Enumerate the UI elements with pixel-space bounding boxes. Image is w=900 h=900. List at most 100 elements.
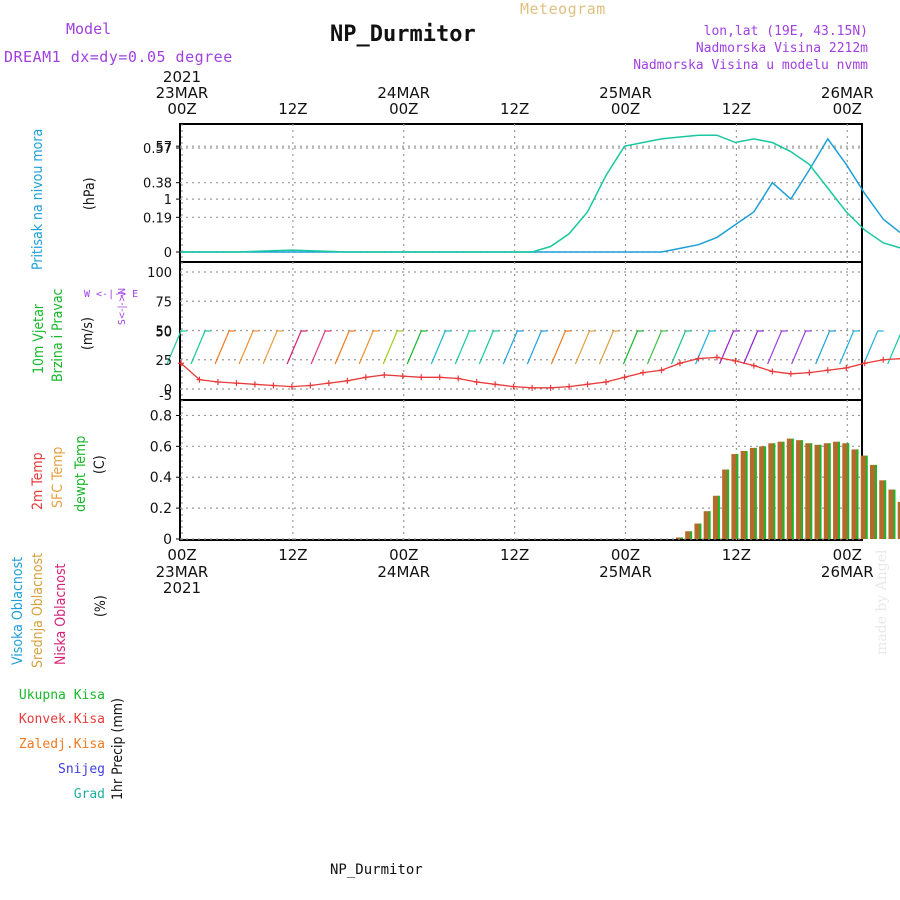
wind-barb	[286, 330, 302, 365]
precip-bar-inner	[875, 464, 877, 539]
precip-bar	[759, 446, 766, 539]
temp-marker	[214, 378, 221, 385]
precip-bar-inner	[893, 489, 896, 539]
footer-title: NP_Durmitor	[330, 862, 423, 878]
top-time-tick: 00Z	[167, 100, 196, 118]
bottom-date-tick: 24MAR	[377, 563, 430, 581]
wind-barb	[815, 330, 831, 365]
pressure-series-1	[181, 134, 900, 253]
wind-barb	[406, 330, 422, 365]
precip-bar	[833, 441, 840, 539]
wind-barb	[358, 330, 374, 365]
model-altitude-label: Nadmorska Visina u modelu nvmm	[633, 58, 868, 73]
precip-hail-label: Grad	[73, 787, 105, 802]
temp-marker	[455, 375, 462, 382]
temp-marker	[566, 383, 573, 390]
cloud-unit: (%)	[93, 595, 109, 617]
wind-barb	[863, 330, 879, 365]
ytick-label-bot: 0.4	[150, 470, 172, 486]
ytick-label-bot: 0.2	[150, 501, 172, 517]
compass-we: W <-|-> E	[84, 289, 139, 300]
top-time-tick: 00Z	[389, 100, 418, 118]
wind-barbs	[166, 330, 900, 365]
precip-bar	[722, 469, 729, 539]
temp-marker	[584, 381, 591, 388]
wind-barb	[574, 330, 590, 365]
top-time-tick: 00Z	[833, 100, 862, 118]
bottom-time-tick: 00Z	[167, 546, 196, 564]
precip-bar-inner	[736, 454, 739, 539]
wind-barb	[791, 330, 807, 365]
precip-bar	[740, 450, 747, 539]
bottom-time-tick: 00Z	[833, 546, 862, 564]
temp-marker	[603, 378, 610, 385]
temp-marker	[436, 374, 443, 381]
page-title: NP_Durmitor	[330, 22, 476, 47]
wind-barb	[550, 330, 566, 365]
dewpt-label: dewpt Temp	[73, 435, 89, 512]
precip-bar	[860, 455, 867, 539]
ytick-label-top: 0.38	[143, 177, 172, 192]
ytick-label-mid: 25	[155, 354, 172, 369]
precip-bar-inner	[699, 523, 702, 539]
ytick-label-mid: 75	[155, 295, 172, 310]
temp-marker	[713, 354, 720, 361]
wind-barb	[166, 330, 182, 365]
temp-marker	[732, 357, 739, 364]
temp-marker	[769, 368, 776, 375]
precip-bar	[823, 443, 830, 539]
pressure-unit: (hPa)	[82, 177, 98, 211]
temp-marker	[806, 369, 813, 376]
wind-barb	[262, 330, 278, 365]
temp-marker	[676, 360, 683, 367]
temp-marker	[418, 374, 425, 381]
precip-conv-label: Konvek.Kisa	[18, 712, 105, 727]
wind-barb	[598, 330, 614, 365]
wind-barb	[310, 330, 326, 365]
wind-barb	[526, 330, 542, 365]
temp-marker	[325, 380, 332, 387]
temp-unit: (C)	[92, 455, 108, 474]
precip-bar	[897, 501, 900, 539]
wind-barb	[430, 330, 446, 365]
wind-barb	[839, 330, 855, 365]
temp-marker	[529, 384, 536, 391]
wind-barb	[767, 330, 783, 365]
precip-snow-label: Snijeg	[58, 762, 105, 777]
precip-bar	[814, 444, 821, 539]
precip-bar	[851, 449, 858, 539]
top-time-tick: 12Z	[278, 100, 307, 118]
precip-bar	[888, 489, 895, 539]
cloud-mid-label: Srednja Oblacnost	[30, 552, 46, 668]
bottom-date-tick: 25MAR	[599, 563, 652, 581]
top-time-tick: 12Z	[722, 100, 751, 118]
wind-barb	[382, 330, 398, 365]
panel-frame-0	[179, 123, 863, 263]
temp-marker	[787, 370, 794, 377]
meteogram-label: Meteogram	[520, 0, 606, 18]
precip-bar	[703, 511, 710, 539]
bottom-time-tick: 12Z	[500, 546, 529, 564]
temp-marker	[473, 378, 480, 385]
ytick-label-mid: -5	[159, 389, 172, 404]
wind-barb	[334, 330, 350, 365]
ytick-label-mid: 50	[155, 326, 172, 341]
wind-barb	[214, 330, 230, 365]
bottom-date-tick: 26MAR	[821, 563, 874, 581]
sfc-temp-label: SFC Temp	[50, 446, 66, 508]
precip-total-label: Ukupna Kisa	[18, 688, 105, 703]
precip-bar-inner	[708, 511, 711, 539]
precip-bar-inner	[819, 444, 822, 539]
cloud-high-label: Visoka Oblacnost	[10, 556, 26, 665]
precip-bar	[786, 438, 793, 539]
temp-marker	[861, 360, 868, 367]
precip-bar	[805, 443, 812, 539]
temp-marker	[547, 384, 554, 391]
precip-bar-inner	[717, 495, 720, 539]
temp-marker	[658, 367, 665, 374]
wind-barb	[238, 330, 254, 365]
temp-marker	[843, 364, 850, 371]
precip-bar-inner	[791, 438, 794, 539]
ytick-label-mid: 0	[164, 383, 172, 398]
